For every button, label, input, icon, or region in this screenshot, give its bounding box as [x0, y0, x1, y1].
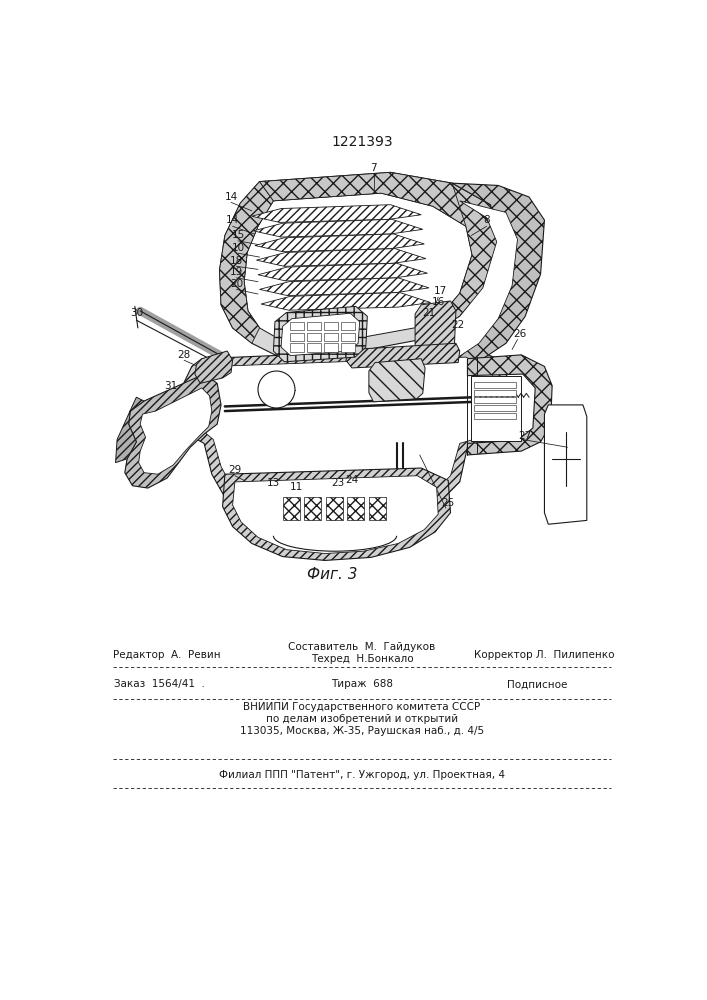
Polygon shape: [115, 397, 144, 463]
Bar: [341, 333, 355, 341]
Bar: [341, 322, 355, 330]
Bar: [347, 497, 364, 520]
Polygon shape: [233, 476, 438, 554]
Polygon shape: [139, 388, 212, 474]
Polygon shape: [261, 292, 431, 310]
Polygon shape: [423, 183, 498, 328]
Text: 16: 16: [431, 297, 445, 307]
Text: 1221393: 1221393: [331, 135, 393, 149]
Polygon shape: [223, 468, 450, 560]
Bar: [325, 333, 338, 341]
Polygon shape: [197, 357, 498, 520]
Bar: [291, 343, 304, 352]
Text: 31: 31: [164, 381, 177, 391]
Text: Заказ  1564/41  .: Заказ 1564/41 .: [114, 679, 205, 689]
Text: 22: 22: [452, 320, 464, 330]
Text: 19: 19: [230, 267, 243, 277]
Bar: [474, 389, 516, 396]
Polygon shape: [253, 219, 423, 237]
Text: 113035, Москва, Ж-35, Раушская наб., д. 4/5: 113035, Москва, Ж-35, Раушская наб., д. …: [240, 726, 484, 736]
Bar: [325, 322, 338, 330]
Text: 20: 20: [230, 279, 243, 289]
Polygon shape: [125, 374, 221, 488]
Text: 7: 7: [370, 163, 377, 173]
Text: 24: 24: [345, 475, 358, 485]
Text: 23: 23: [332, 478, 345, 488]
Polygon shape: [415, 301, 456, 357]
Bar: [474, 405, 516, 411]
Text: 17: 17: [434, 286, 447, 296]
Text: 14: 14: [226, 215, 239, 225]
Bar: [474, 382, 516, 388]
Polygon shape: [219, 182, 274, 343]
Polygon shape: [259, 172, 498, 243]
Polygon shape: [255, 234, 424, 252]
Text: ВНИИПИ Государственного комитета СССР: ВНИИПИ Государственного комитета СССР: [243, 702, 481, 712]
Text: Корректор Л.  Пилипенко: Корректор Л. Пилипенко: [474, 650, 614, 660]
Text: 14: 14: [224, 192, 238, 202]
Bar: [291, 333, 304, 341]
Polygon shape: [544, 405, 587, 524]
Text: Техред  Н.Бонкало: Техред Н.Бонкало: [310, 654, 414, 664]
Circle shape: [258, 371, 295, 408]
Text: 15: 15: [231, 231, 245, 240]
Text: 29: 29: [228, 465, 242, 475]
Polygon shape: [421, 183, 544, 366]
Bar: [308, 333, 321, 341]
Text: 27: 27: [518, 431, 532, 441]
Text: Составитель  М.  Гайдуков: Составитель М. Гайдуков: [288, 642, 436, 652]
Text: 8: 8: [484, 215, 490, 225]
Bar: [474, 397, 516, 403]
Polygon shape: [369, 359, 425, 402]
Text: 11: 11: [290, 482, 303, 492]
Polygon shape: [274, 306, 368, 362]
Text: 28: 28: [177, 350, 191, 360]
Text: 10: 10: [231, 243, 245, 253]
Bar: [474, 413, 516, 419]
Polygon shape: [346, 343, 460, 368]
Polygon shape: [257, 249, 426, 266]
Polygon shape: [181, 347, 510, 532]
Text: 25: 25: [442, 498, 455, 508]
Bar: [325, 343, 338, 352]
Polygon shape: [252, 205, 421, 222]
Polygon shape: [281, 313, 360, 356]
Bar: [472, 376, 521, 441]
Text: Филиал ППП "Патент", г. Ужгород, ул. Проектная, 4: Филиал ППП "Патент", г. Ужгород, ул. Про…: [219, 770, 505, 780]
Bar: [304, 497, 321, 520]
Polygon shape: [195, 351, 233, 383]
Polygon shape: [467, 355, 552, 455]
Text: Тираж  688: Тираж 688: [331, 679, 393, 689]
Bar: [341, 343, 355, 352]
Text: 21: 21: [422, 308, 436, 318]
Polygon shape: [421, 201, 518, 357]
Polygon shape: [258, 263, 428, 281]
Text: 13: 13: [267, 478, 280, 488]
Polygon shape: [259, 278, 429, 296]
Text: Подписное: Подписное: [506, 679, 567, 689]
Bar: [291, 322, 304, 330]
Bar: [308, 343, 321, 352]
Polygon shape: [244, 193, 472, 343]
Bar: [369, 497, 386, 520]
Bar: [326, 497, 343, 520]
Text: по делам изобретений и открытий: по делам изобретений и открытий: [266, 714, 458, 724]
Text: Фиг. 3: Фиг. 3: [308, 567, 358, 582]
Polygon shape: [219, 172, 498, 359]
Text: 26: 26: [513, 329, 527, 339]
Bar: [308, 322, 321, 330]
Text: Редактор  А.  Ревин: Редактор А. Ревин: [113, 650, 221, 660]
Text: 18: 18: [230, 256, 243, 266]
Bar: [283, 497, 300, 520]
Text: 30: 30: [130, 308, 143, 318]
